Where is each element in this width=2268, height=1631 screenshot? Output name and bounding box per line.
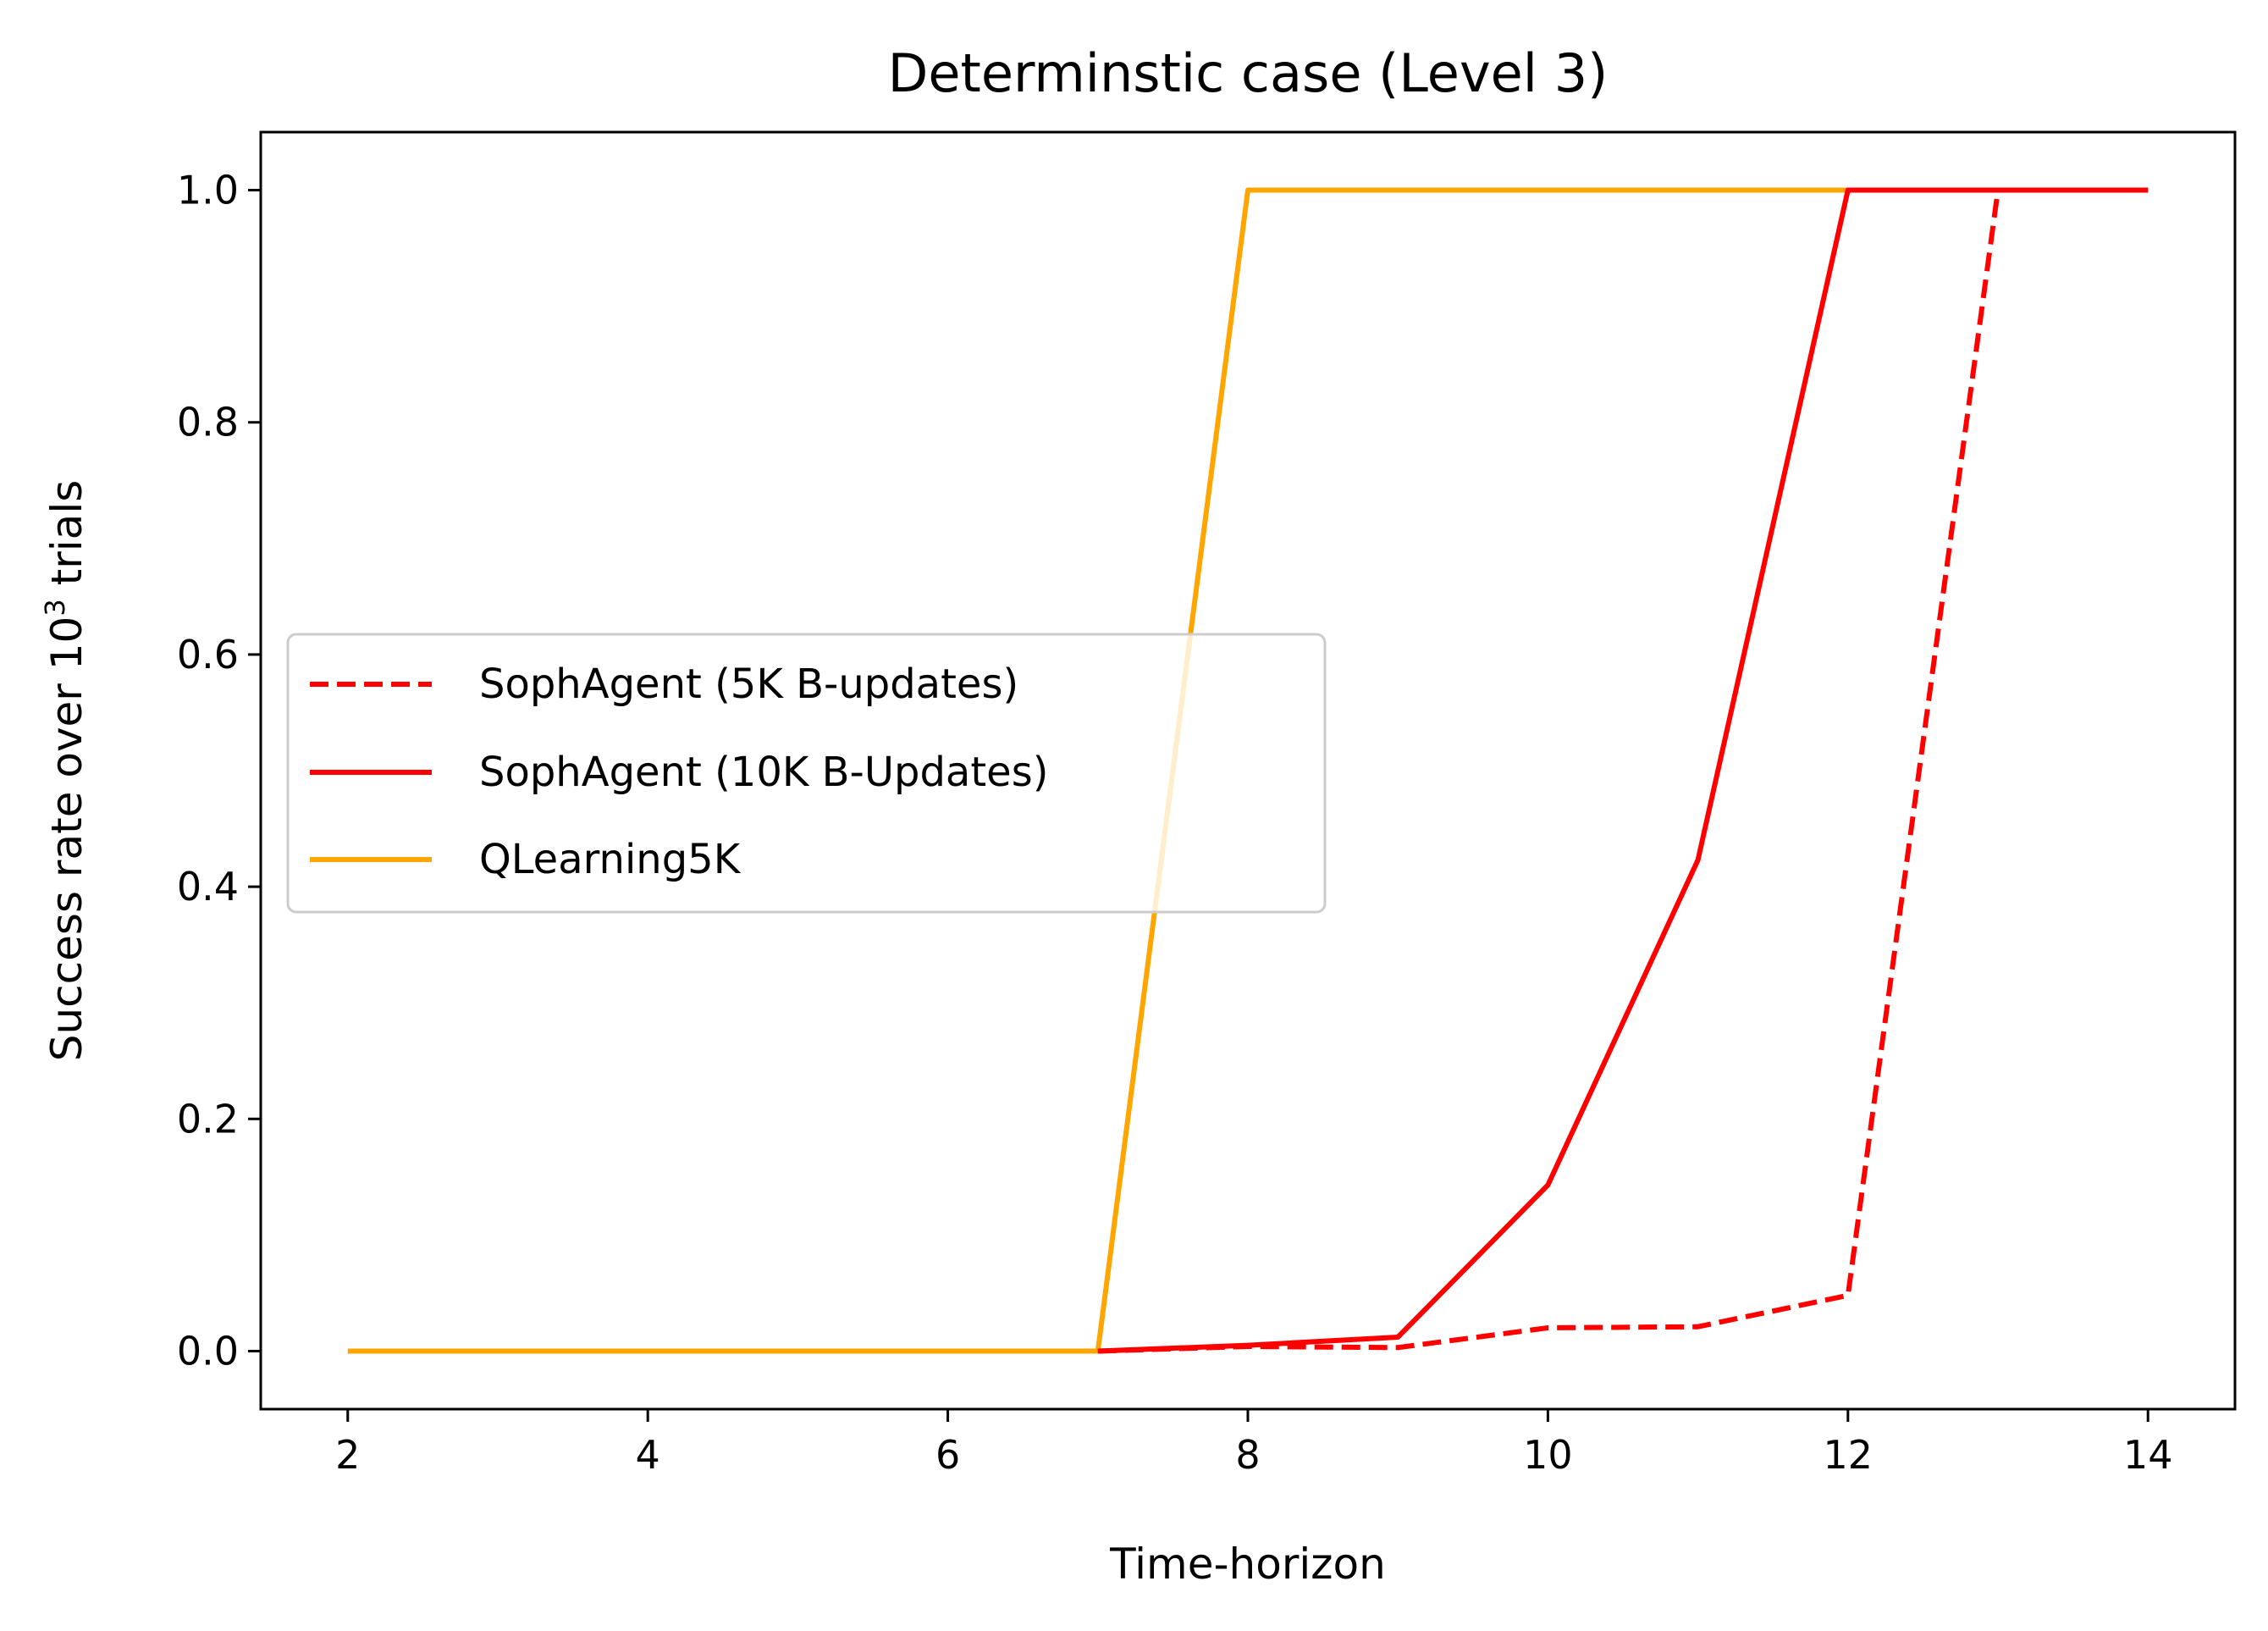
y-tick-label: 0.8 xyxy=(177,400,239,445)
series-layer xyxy=(347,187,2149,1354)
x-tick-label: 10 xyxy=(1523,1432,1573,1478)
y-tick-label: 0.0 xyxy=(177,1328,239,1374)
x-tick-label: 8 xyxy=(1235,1432,1260,1478)
y-tick-label: 0.6 xyxy=(177,632,239,677)
x-tick-label: 12 xyxy=(1824,1432,1873,1478)
y-axis-title-exponent: 3 xyxy=(39,599,71,616)
series-sophagent-10k-line xyxy=(1097,187,2149,1354)
x-tick-label: 14 xyxy=(2123,1432,2173,1478)
x-tick-label: 6 xyxy=(935,1432,960,1478)
x-tick-label: 2 xyxy=(335,1432,360,1478)
y-axis-title-main: Success rate over 10 xyxy=(42,616,91,1062)
y-tick-label: 0.4 xyxy=(177,864,239,909)
y-tick-label: 1.0 xyxy=(177,168,239,213)
y-axis-title-tail: trials xyxy=(42,480,91,600)
x-axis: 2 4 6 8 10 12 14 xyxy=(335,1409,2172,1478)
y-axis-title: Success rate over 103 trials xyxy=(39,480,91,1062)
legend-label-sophagent-5k: SophAgent (5K B-updates) xyxy=(479,661,1018,708)
legend-label-sophagent-10k: SophAgent (10K B-Updates) xyxy=(479,749,1048,796)
legend-label-qlearning5k: QLearning5K xyxy=(479,836,742,883)
y-tick-label: 0.2 xyxy=(177,1096,239,1142)
y-axis: 0.0 0.2 0.4 0.6 0.8 1.0 xyxy=(177,168,261,1374)
x-tick-label: 4 xyxy=(636,1432,660,1478)
x-axis-title: Time-horizon xyxy=(1109,1540,1386,1589)
chart-title: Determinstic case (Level 3) xyxy=(888,42,1609,104)
series-sophagent-5k-line xyxy=(1097,187,2149,1354)
legend-box xyxy=(286,633,1327,914)
legend: SophAgent (5K B-updates) SophAgent (10K … xyxy=(286,633,1327,914)
